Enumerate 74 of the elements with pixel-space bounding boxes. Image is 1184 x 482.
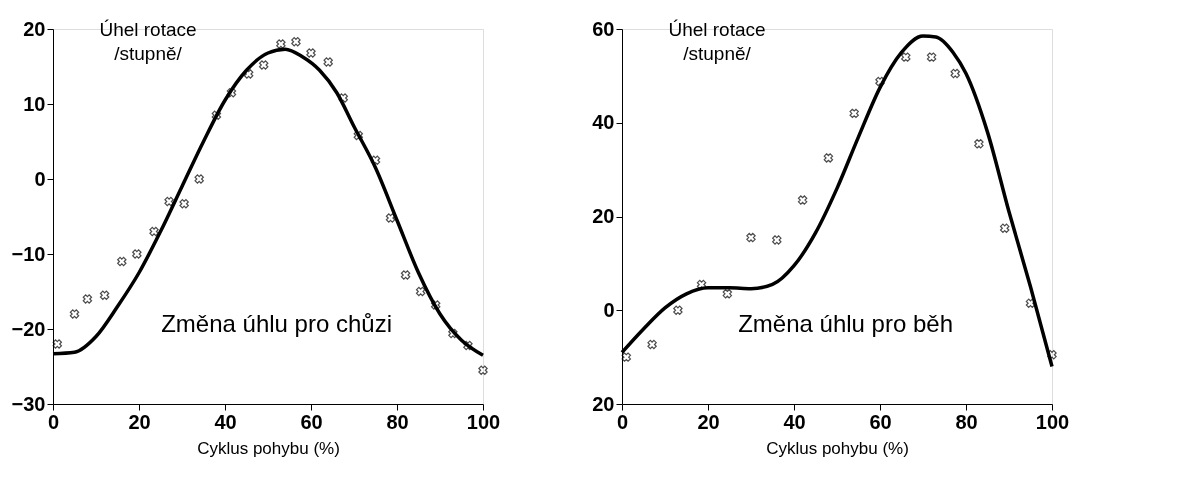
y-tick-label: −10 <box>11 242 46 265</box>
x-axis-title: Cyklus pohybu (%) <box>197 438 340 458</box>
point <box>99 290 110 300</box>
y-tick-label: 20 <box>592 205 615 227</box>
y-tick-label: 60 <box>592 17 615 40</box>
y-tick-label: 20 <box>592 392 615 415</box>
point <box>673 305 683 315</box>
point <box>478 365 488 375</box>
point <box>797 195 808 205</box>
point <box>323 57 333 67</box>
y-tick-label: 40 <box>592 111 615 134</box>
x-tick-label: 20 <box>128 410 151 433</box>
point <box>950 68 960 79</box>
point <box>164 196 174 207</box>
point <box>621 352 632 362</box>
y-axis-title: Úhel rotace /stupně/ <box>668 19 766 64</box>
x-tick-label: 20 <box>697 410 720 433</box>
point <box>385 213 396 223</box>
point <box>926 52 937 62</box>
point <box>243 69 254 79</box>
x-tick-label: 80 <box>955 410 978 433</box>
point <box>999 223 1010 233</box>
point <box>194 174 204 184</box>
point <box>258 60 269 70</box>
x-tick-label: 40 <box>783 410 806 433</box>
x-tick-label: 80 <box>386 410 409 433</box>
point <box>291 37 301 47</box>
point <box>875 76 885 87</box>
x-tick-label: 0 <box>47 410 60 433</box>
point <box>52 339 63 349</box>
x-axis-title: Cyklus pohybu (%) <box>766 438 909 458</box>
annotation: Změna úhlu pro chůzi <box>161 310 392 338</box>
point <box>69 309 80 319</box>
y-tick-label: −30 <box>11 392 46 415</box>
x-tick-label: 100 <box>1035 410 1070 433</box>
point <box>338 93 348 103</box>
point <box>901 52 911 62</box>
x-tick-label: 60 <box>300 410 323 433</box>
point <box>772 235 782 245</box>
point <box>647 339 657 350</box>
point <box>306 48 316 58</box>
point <box>448 328 458 339</box>
point <box>974 139 984 149</box>
x-tick-label: 0 <box>616 410 629 433</box>
x-tick-label: 40 <box>214 410 237 433</box>
point <box>696 279 707 290</box>
point <box>82 294 93 304</box>
point <box>415 286 426 297</box>
point <box>276 39 286 49</box>
point <box>463 340 473 351</box>
point <box>746 232 756 243</box>
y-tick-label: −20 <box>11 317 46 340</box>
point <box>430 300 441 310</box>
point <box>132 249 142 259</box>
point <box>226 88 237 98</box>
point <box>353 130 364 141</box>
point <box>400 270 411 280</box>
annotation: Změna úhlu pro běh <box>738 310 954 338</box>
y-tick-label: 20 <box>23 17 46 40</box>
x-tick-label: 60 <box>869 410 892 433</box>
y-tick-label: 0 <box>603 298 615 321</box>
point <box>849 108 859 119</box>
point <box>211 110 222 120</box>
y-tick-label: 10 <box>23 92 46 115</box>
x-tick-label: 100 <box>466 410 501 433</box>
y-tick-label: 0 <box>34 167 46 190</box>
point <box>823 153 834 163</box>
y-axis-title: Úhel rotace /stupně/ <box>99 19 197 64</box>
point <box>117 256 127 267</box>
point <box>1047 350 1057 360</box>
point <box>179 199 189 209</box>
point <box>370 155 381 165</box>
point <box>722 289 733 299</box>
point <box>149 226 159 237</box>
